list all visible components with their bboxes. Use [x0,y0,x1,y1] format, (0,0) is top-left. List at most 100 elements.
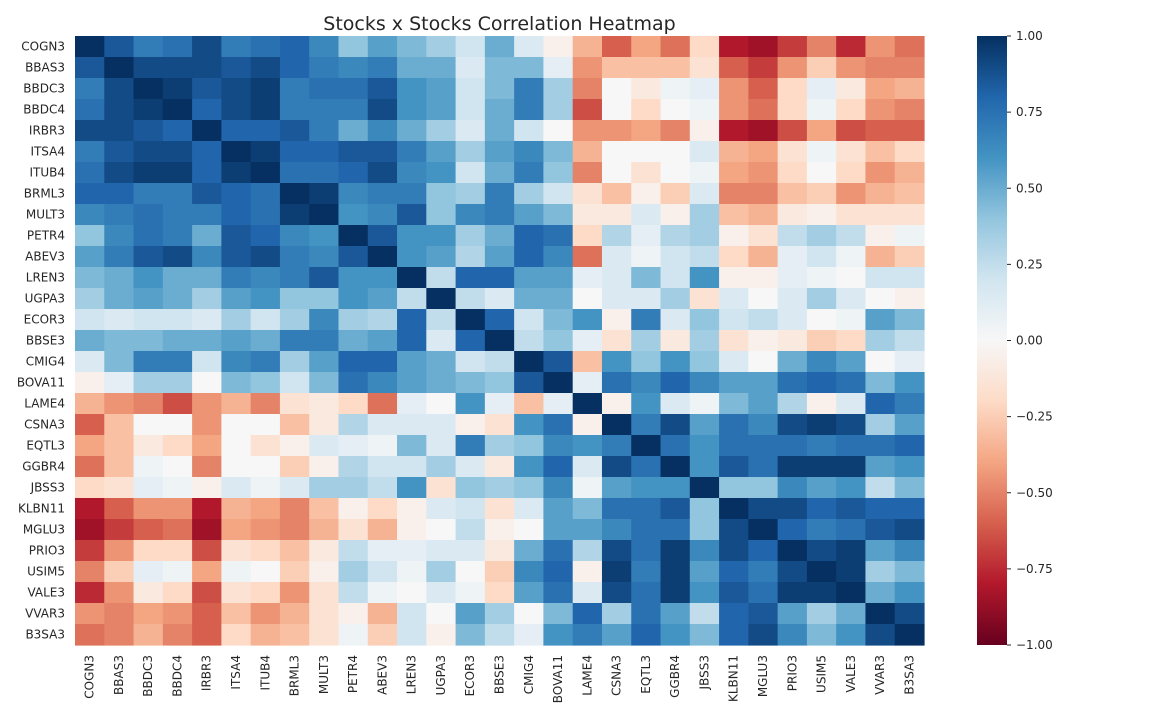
heatmap-cell [543,561,574,583]
heatmap-cell [689,204,720,226]
heatmap-cell [455,330,486,352]
heatmap-cell [777,456,808,478]
heatmap-cell [660,183,691,205]
x-tick-label: GGBR4 [668,655,682,698]
heatmap-cell [660,519,691,541]
y-tick-label: VVAR3 [25,607,65,621]
heatmap-cell [806,477,837,499]
heatmap-cell [484,393,515,415]
heatmap-cell [426,477,457,499]
heatmap-cell [250,351,281,373]
heatmap-cell [250,99,281,121]
heatmap-cell [250,624,281,646]
heatmap-cell [455,414,486,436]
x-tick-label: IRBR3 [200,655,214,691]
heatmap-cell [162,519,193,541]
heatmap-cell [162,267,193,289]
heatmap-cell [367,57,398,79]
heatmap-cell [338,99,369,121]
heatmap-cell [279,120,310,142]
heatmap-cell [397,57,427,79]
heatmap-cell [631,561,662,583]
heatmap-cell [397,99,427,121]
heatmap-cell [865,393,896,415]
heatmap-cell [279,519,310,541]
x-tick-label: USIM5 [815,655,829,693]
heatmap-cell [426,561,457,583]
heatmap-cell [514,99,545,121]
heatmap-cell [338,120,369,142]
heatmap-cell [748,246,779,268]
heatmap-cell [777,540,808,562]
heatmap-cell [748,120,779,142]
heatmap-cell [250,246,281,268]
heatmap-cell [192,519,222,541]
heatmap-cell [631,351,662,373]
heatmap-cell [601,330,632,352]
heatmap-cell [836,414,867,436]
heatmap-cell [309,78,340,100]
heatmap-cell [309,246,340,268]
heatmap-cell [601,309,632,331]
heatmap-cell [250,78,281,100]
heatmap-cell [192,330,222,352]
heatmap-cell [806,57,837,79]
heatmap-cell [719,204,749,226]
heatmap-cell [426,519,457,541]
heatmap-cell [719,582,749,604]
heatmap-cell [162,477,193,499]
heatmap-cell [719,624,749,646]
heatmap-cell [279,582,310,604]
heatmap-cell [543,519,574,541]
heatmap-cell [484,99,515,121]
heatmap-cell [192,78,222,100]
heatmap-cell [192,267,222,289]
heatmap-cell [484,519,515,541]
heatmap-cell [514,204,545,226]
heatmap-cell [689,78,720,100]
heatmap-cell [660,57,691,79]
heatmap-cell [75,414,105,436]
heatmap-cell [75,519,105,541]
heatmap-cell [426,624,457,646]
heatmap-cell [426,435,457,457]
heatmap-cell [572,330,603,352]
heatmap-cell [338,246,369,268]
heatmap-cell [543,120,574,142]
heatmap-cell [484,435,515,457]
heatmap-cell [865,99,896,121]
heatmap-cell [514,36,545,58]
heatmap-cell [660,393,691,415]
heatmap-cell [162,561,193,583]
x-tick-label: VALE3 [844,655,858,693]
heatmap-cell [162,624,193,646]
heatmap-cell [338,561,369,583]
heatmap-cell [719,288,749,310]
heatmap-cell [514,141,545,163]
heatmap-cell [455,225,486,247]
heatmap-cell [484,57,515,79]
heatmap-cell [426,582,457,604]
heatmap-cell [631,36,662,58]
heatmap-cell [426,141,457,163]
heatmap-cell [279,414,310,436]
heatmap-cell [836,561,867,583]
heatmap-cell [192,393,222,415]
heatmap-cell [250,603,281,625]
heatmap-cell [162,204,193,226]
heatmap-cell [865,141,896,163]
heatmap-cell [601,288,632,310]
heatmap-cell [162,498,193,520]
heatmap-cell [806,372,837,394]
heatmap-cell [514,351,545,373]
heatmap-cell [192,288,222,310]
heatmap-cell [748,435,779,457]
heatmap-cell [543,141,574,163]
heatmap-cell [338,582,369,604]
heatmap-cell [572,414,603,436]
heatmap-cell [162,372,193,394]
heatmap-cell [338,288,369,310]
heatmap-cell [455,120,486,142]
heatmap-cell [777,57,808,79]
